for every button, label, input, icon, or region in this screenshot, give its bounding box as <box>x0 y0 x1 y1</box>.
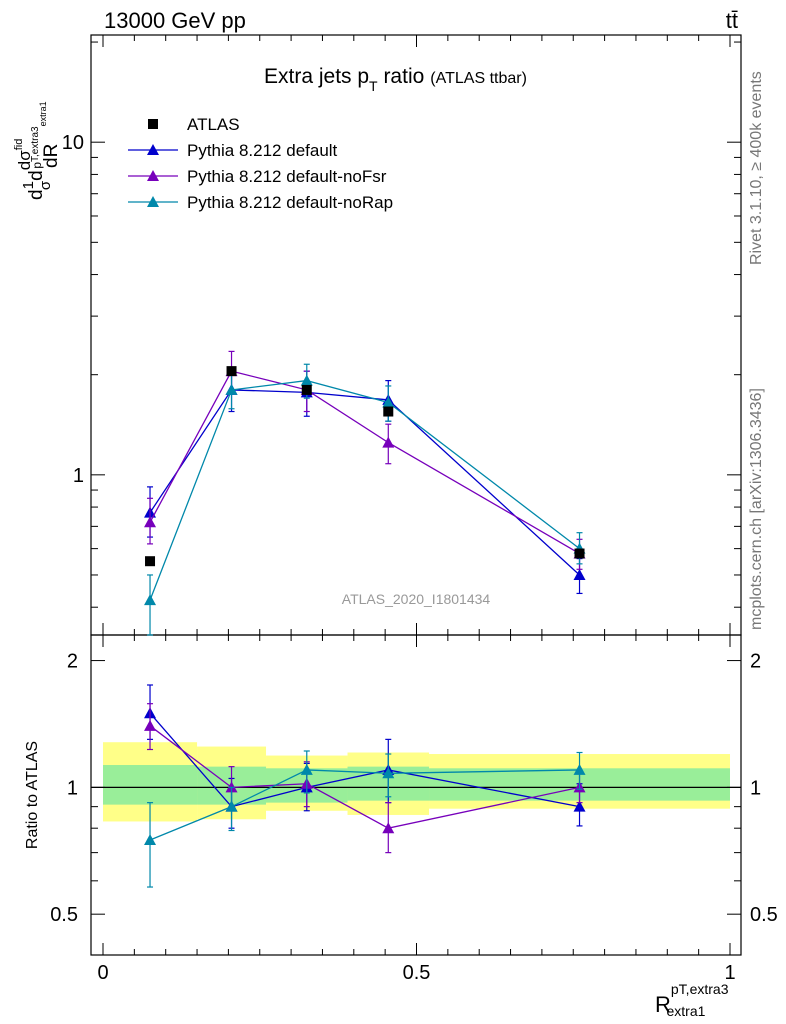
legend-marker-2 <box>147 170 159 181</box>
ratio-y-tick-label-left: 2 <box>67 651 78 673</box>
plot-title-tail: ratio <box>378 65 425 88</box>
x-tick-label: 0.5 <box>403 962 431 984</box>
atlas-data-point <box>574 548 585 559</box>
ratio-y-tick-label-right: 0.5 <box>750 904 778 926</box>
series-1-point <box>573 568 586 580</box>
x-axis-label: RpT,extra3 extra1 <box>655 981 729 1019</box>
x-tick-label: 0 <box>97 962 108 984</box>
plot-title: Extra jets pT ratio (ATLAS ttbar) <box>264 65 527 94</box>
series-3-line <box>149 379 580 601</box>
legend-marker-3 <box>147 196 159 207</box>
header-energy: 13000 GeV pp <box>104 8 246 33</box>
legend: ATLAS Pythia 8.212 default Pythia 8.212 de… <box>128 115 393 212</box>
series-1-line <box>149 389 580 576</box>
axis-ticks: 0 0.5 1 1 10 0.5 0.5 1 1 2 2 <box>50 35 778 984</box>
ratio-y-tick-label-left: 0.5 <box>50 904 78 926</box>
main-series-layer <box>144 350 586 636</box>
series-3-ratio-point <box>300 763 313 775</box>
main-y-label: d1σddσfidpT,extra3extra1dR <box>13 101 62 200</box>
plot-title-sub: T <box>369 78 378 94</box>
ratio-y-tick-label-right: 2 <box>750 651 761 673</box>
x-axis-label-sub: extra1 <box>666 1003 705 1019</box>
legend-label-2: Pythia 8.212 default-noFsr <box>187 167 387 186</box>
series-2-line <box>149 370 580 555</box>
series-3-point <box>144 594 157 606</box>
analysis-watermark: ATLAS_2020_I1801434 <box>342 591 491 607</box>
series-3-point <box>300 374 313 386</box>
series-3-point <box>225 383 238 395</box>
mcplots-label: mcplots.cern.ch [arXiv:1306.3436] <box>748 388 765 630</box>
series-2-point <box>144 516 157 528</box>
atlas-data-point <box>145 556 156 567</box>
atlas-data-point <box>301 384 312 395</box>
series-2-ratio-point <box>144 719 157 731</box>
series-3-ratio-point <box>573 763 586 775</box>
ratio-y-tick-label-right: 1 <box>750 777 761 799</box>
x-tick-label: 1 <box>724 962 735 984</box>
main-y-tick-label: 10 <box>62 132 84 154</box>
legend-marker-atlas <box>148 119 158 129</box>
series-2-ratio-point <box>382 822 395 834</box>
ratio-series-layer <box>144 684 586 888</box>
ratio-y-label: Ratio to ATLAS <box>24 741 41 849</box>
series-3-point <box>382 396 395 408</box>
ratio-y-tick-label-left: 1 <box>67 777 78 799</box>
svg-text:d1σddσfidpT,extra3extra1dR: d1σddσfidpT,extra3extra1dR <box>13 101 62 200</box>
legend-label-3: Pythia 8.212 default-noRap <box>187 193 393 212</box>
legend-label-1: Pythia 8.212 default <box>187 141 338 160</box>
series-3-ratio-point <box>144 834 157 846</box>
x-axis-label-sup: pT,extra3 <box>671 981 729 997</box>
rivet-label: Rivet 3.1.10, ≥ 400k events <box>748 71 765 265</box>
atlas-data-point <box>226 366 237 377</box>
main-y-tick-label: 1 <box>73 465 84 487</box>
ratio-band-inner <box>103 765 198 805</box>
atlas-data-point <box>383 406 394 417</box>
legend-label-0: ATLAS <box>187 115 240 134</box>
header-process: tt̄ <box>726 8 738 33</box>
legend-marker-1 <box>147 144 159 155</box>
series-3-ratio-point <box>382 767 395 779</box>
series-3-ratio-point <box>225 800 238 812</box>
series-2-point <box>382 436 395 448</box>
plot-title-note: (ATLAS ttbar) <box>430 70 527 87</box>
series-1-ratio-point <box>573 800 586 812</box>
